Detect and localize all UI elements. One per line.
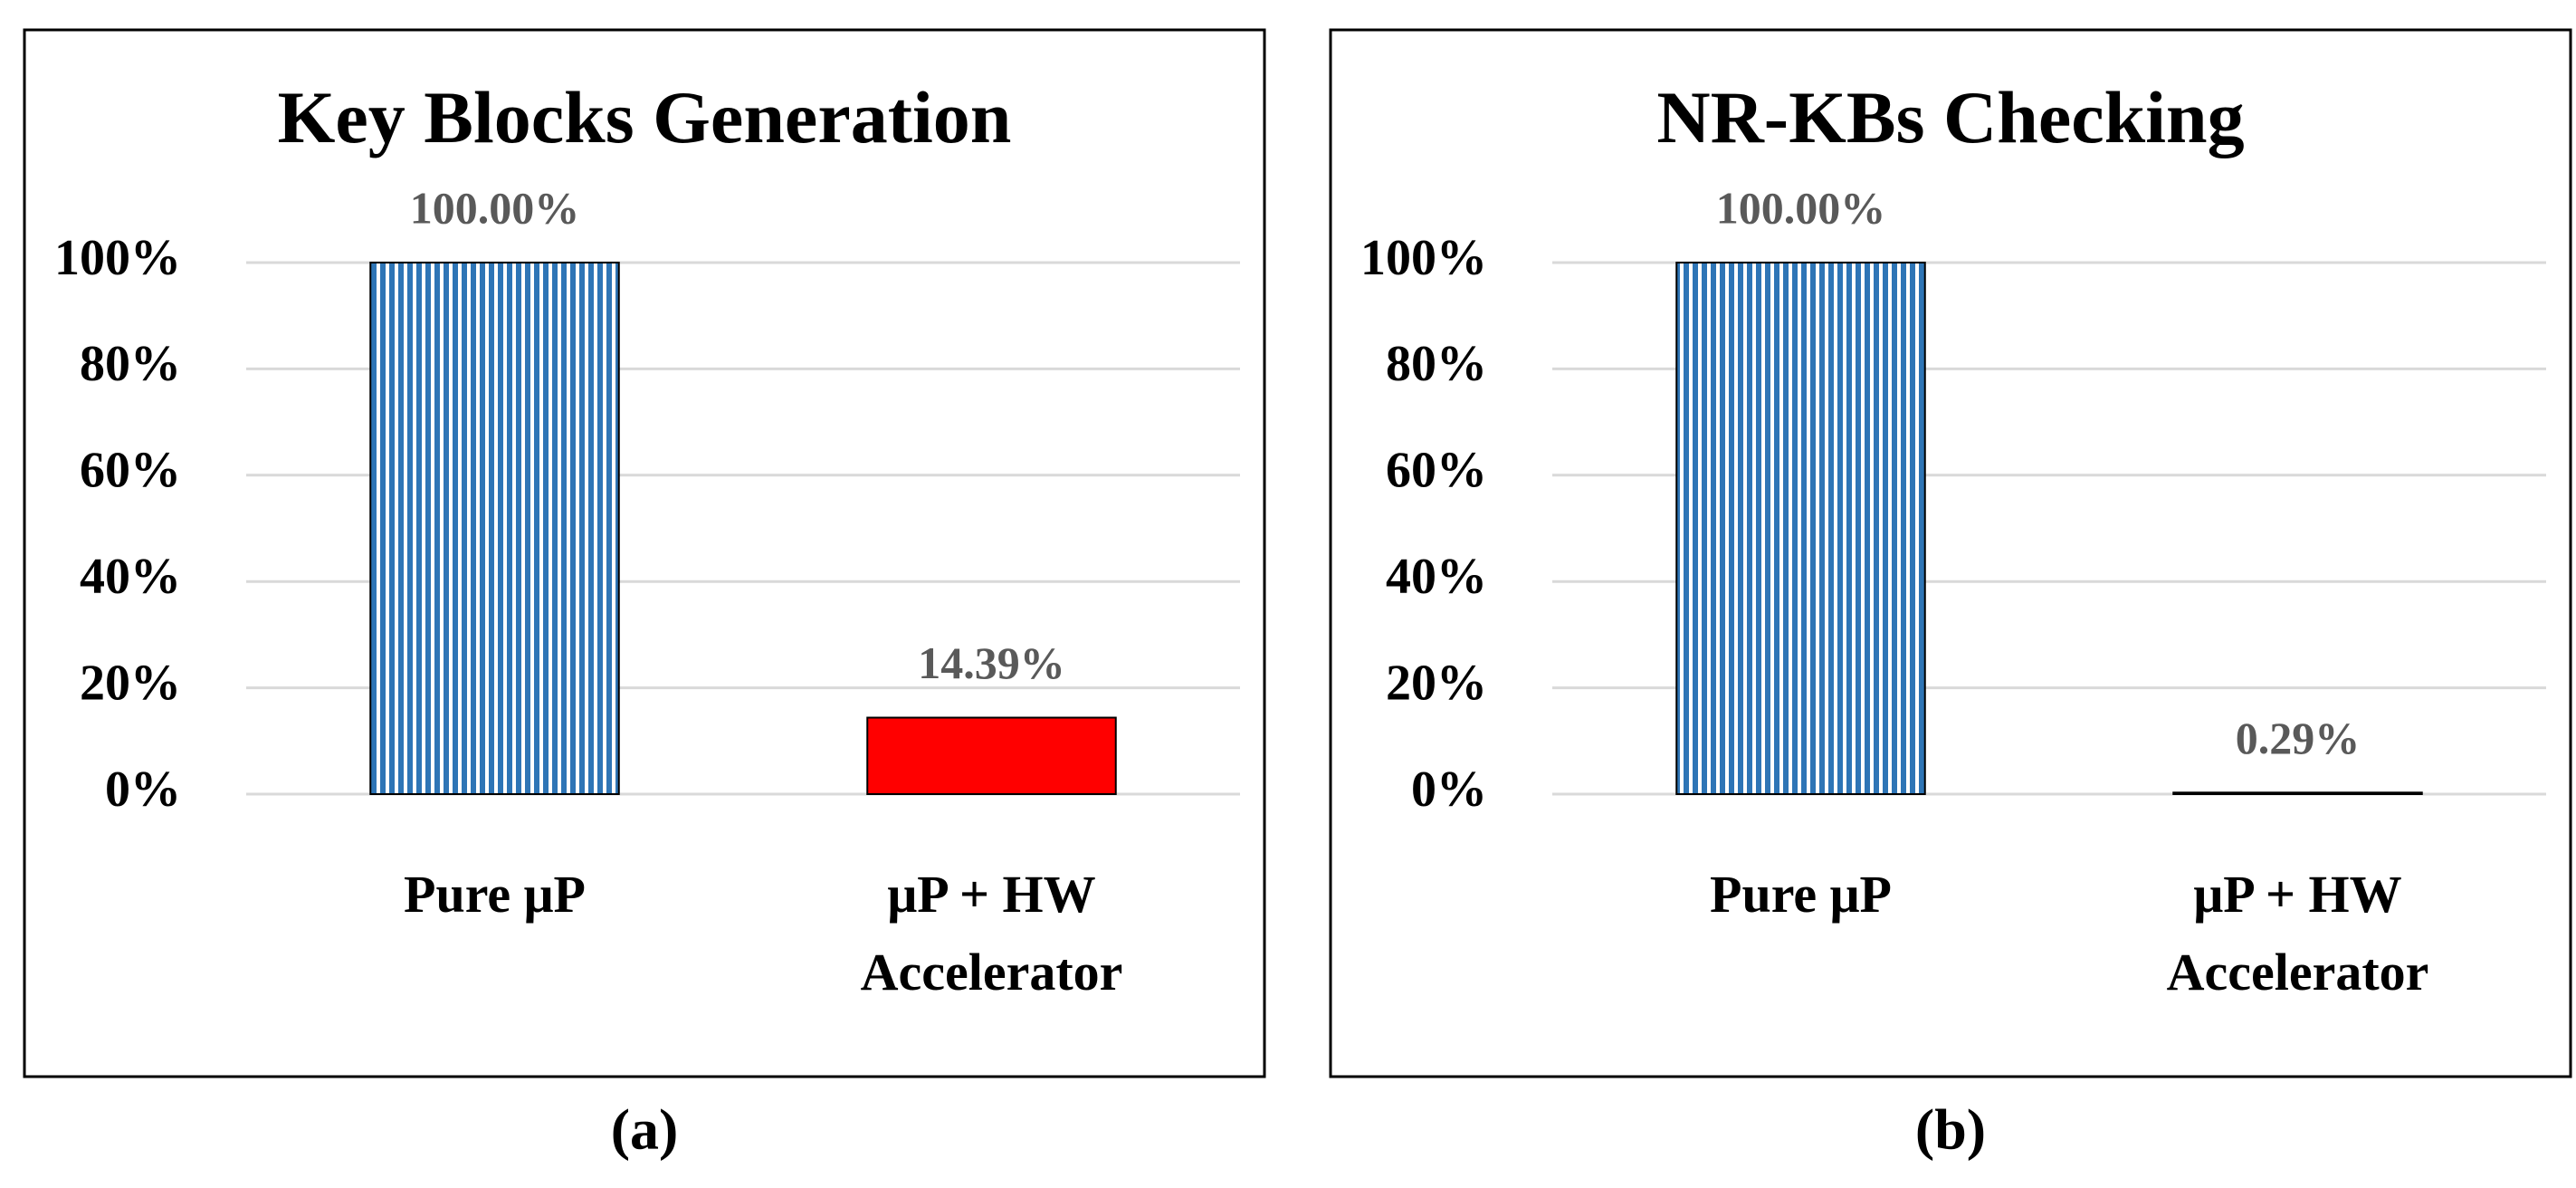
- value-label: 14.39%: [918, 637, 1065, 688]
- y-tick-label: 60%: [80, 443, 181, 499]
- bar: [866, 716, 1117, 795]
- panel-label: (b): [1915, 1097, 1986, 1162]
- y-tick-label: 60%: [1386, 443, 1487, 499]
- y-tick-label: 20%: [1386, 655, 1487, 711]
- x-tick-label: μP + HW Accelerator: [860, 865, 1123, 1001]
- panel-border: [23, 28, 1266, 1078]
- bar: [1675, 262, 1926, 795]
- y-tick-label: 80%: [80, 336, 181, 392]
- y-tick-label: 100%: [54, 230, 181, 286]
- panel-border: [1329, 28, 2572, 1078]
- y-tick-label: 20%: [80, 655, 181, 711]
- y-tick-label: 40%: [1386, 549, 1487, 605]
- chart-title: NR-KBs Checking: [1656, 76, 2244, 158]
- value-label: 100.00%: [410, 182, 580, 233]
- bar: [2172, 791, 2423, 796]
- x-tick-label: μP + HW Accelerator: [2166, 865, 2429, 1001]
- panel-label: (a): [611, 1097, 679, 1162]
- x-tick-label: Pure μP: [1710, 865, 1892, 924]
- value-label: 0.29%: [2236, 713, 2361, 763]
- x-tick-label: Pure μP: [404, 865, 586, 924]
- y-tick-label: 0%: [105, 762, 181, 818]
- y-tick-label: 0%: [1411, 762, 1487, 818]
- bar: [369, 262, 620, 795]
- y-tick-label: 100%: [1360, 230, 1487, 286]
- y-tick-label: 80%: [1386, 336, 1487, 392]
- value-label: 100.00%: [1716, 182, 1886, 233]
- y-tick-label: 40%: [80, 549, 181, 605]
- chart-title: Key Blocks Generation: [278, 76, 1012, 158]
